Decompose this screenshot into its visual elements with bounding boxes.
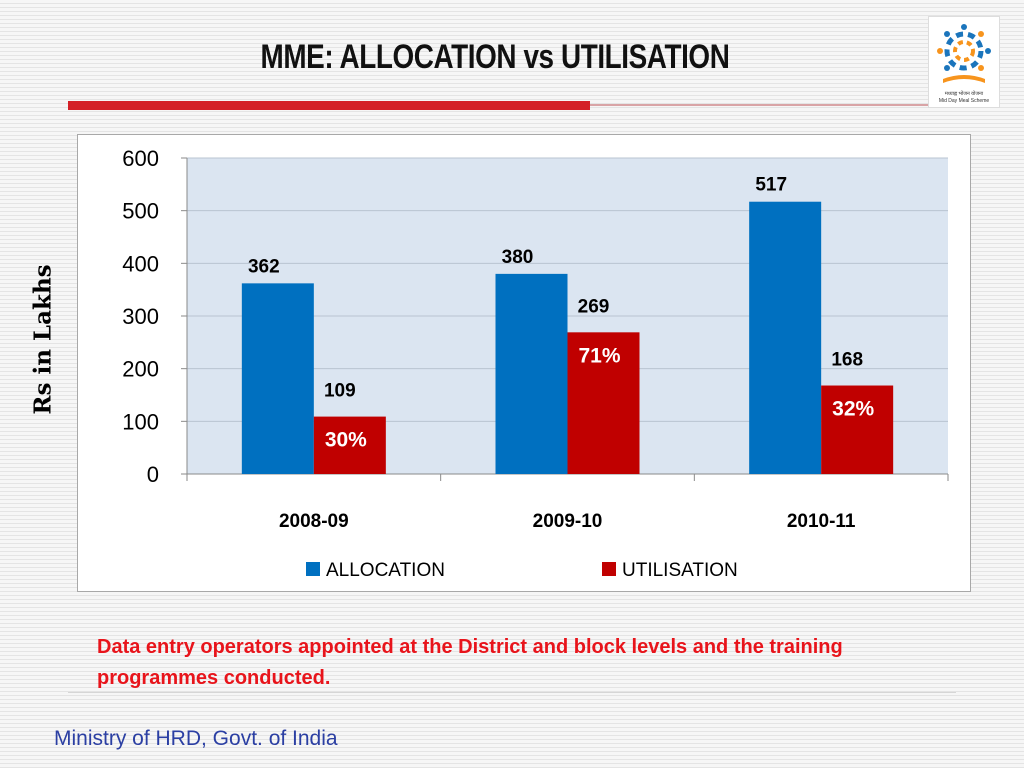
title-underline [68, 101, 590, 110]
utilisation-value-label: 109 [324, 381, 356, 402]
slide-title: MME: ALLOCATION vs UTILISATION [260, 38, 730, 76]
allocation-bar [495, 273, 568, 474]
y-tick-label: 600 [122, 146, 159, 171]
title-underline-thin [590, 104, 930, 106]
y-tick-label: 0 [147, 462, 159, 487]
utilisation-percent-label: 30% [325, 429, 367, 452]
utilisation-value-label: 269 [578, 296, 610, 317]
logo-text-english: Mid Day Meal Scheme [938, 98, 990, 104]
logo-text-hindi: मध्याह्न भोजन योजना [944, 91, 984, 97]
logo-emblem-icon [937, 24, 991, 83]
y-axis-label: Rs in Lakhs [29, 264, 57, 415]
footer-text: Ministry of HRD, Govt. of India [54, 727, 338, 750]
x-category-label: 2008-09 [279, 511, 349, 532]
allocation-value-label: 517 [755, 175, 787, 196]
allocation-bar [749, 201, 822, 475]
bar-chart: 0 100 200 300 400 500 600 2008-09 362 109 30% 2009-… [122, 146, 949, 581]
y-tick-label: 100 [122, 409, 159, 434]
utilisation-value-label: 168 [831, 350, 863, 371]
x-category-label: 2010-11 [787, 511, 856, 532]
allocation-bar [241, 283, 314, 474]
y-tick-label: 300 [122, 304, 159, 329]
legend-swatch [602, 562, 616, 576]
legend-label: ALLOCATION [326, 560, 445, 581]
note-text: Data entry operators appointed at the Di… [97, 636, 843, 689]
y-tick-label: 500 [122, 199, 159, 224]
mid-day-meal-logo: मध्याह्न भोजन योजना Mid Day Meal Scheme [928, 16, 1000, 108]
legend-label: UTILISATION [622, 560, 738, 581]
utilisation-percent-label: 71% [578, 344, 620, 367]
chart-container: 0 100 200 300 400 500 600 2008-09 362 109 30% 2009-… [77, 134, 971, 592]
y-tick-label: 200 [122, 357, 159, 382]
allocation-value-label: 380 [502, 247, 534, 268]
utilisation-percent-label: 32% [832, 398, 874, 421]
utilisation-bar [313, 416, 386, 474]
legend-swatch [306, 562, 320, 576]
note-divider [68, 692, 956, 693]
utilisation-bar [821, 385, 894, 474]
allocation-value-label: 362 [248, 256, 280, 277]
utilisation-bar [567, 332, 640, 474]
x-category-label: 2009-10 [533, 511, 603, 532]
y-tick-label: 400 [122, 251, 159, 276]
